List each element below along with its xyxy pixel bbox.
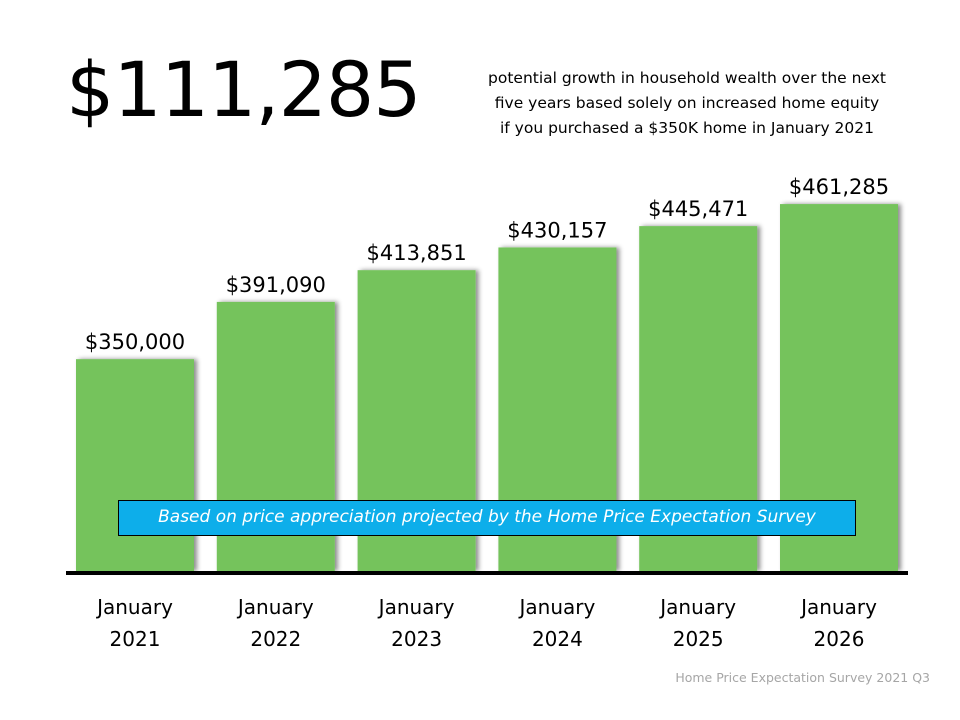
data-label: $391,090 (226, 273, 326, 297)
headline-value: $111,285 (66, 45, 422, 134)
note-banner: Based on price appreciation projected by… (118, 500, 856, 536)
x-tick-label: 2026 (814, 627, 865, 651)
x-tick-label: January (377, 595, 455, 619)
data-label: $430,157 (507, 218, 607, 242)
data-label: $461,285 (789, 175, 889, 199)
x-tick-label: 2023 (391, 627, 442, 651)
headline-subtitle: potential growth in household wealth ove… (488, 69, 886, 137)
x-tick-label: 2025 (673, 627, 724, 651)
x-tick-label: January (799, 595, 877, 619)
data-label: $413,851 (366, 241, 466, 265)
x-tick-label: 2021 (110, 627, 161, 651)
x-tick-label: January (236, 595, 314, 619)
x-tick-label: 2022 (250, 627, 301, 651)
data-label: $350,000 (85, 330, 185, 354)
x-tick-label: 2024 (532, 627, 583, 651)
bar (76, 359, 194, 571)
x-tick-label: January (658, 595, 736, 619)
x-tick-label: January (95, 595, 173, 619)
x-tick-label: January (517, 595, 595, 619)
source-note: Home Price Expectation Survey 2021 Q3 (675, 670, 930, 685)
data-label: $445,471 (648, 197, 748, 221)
